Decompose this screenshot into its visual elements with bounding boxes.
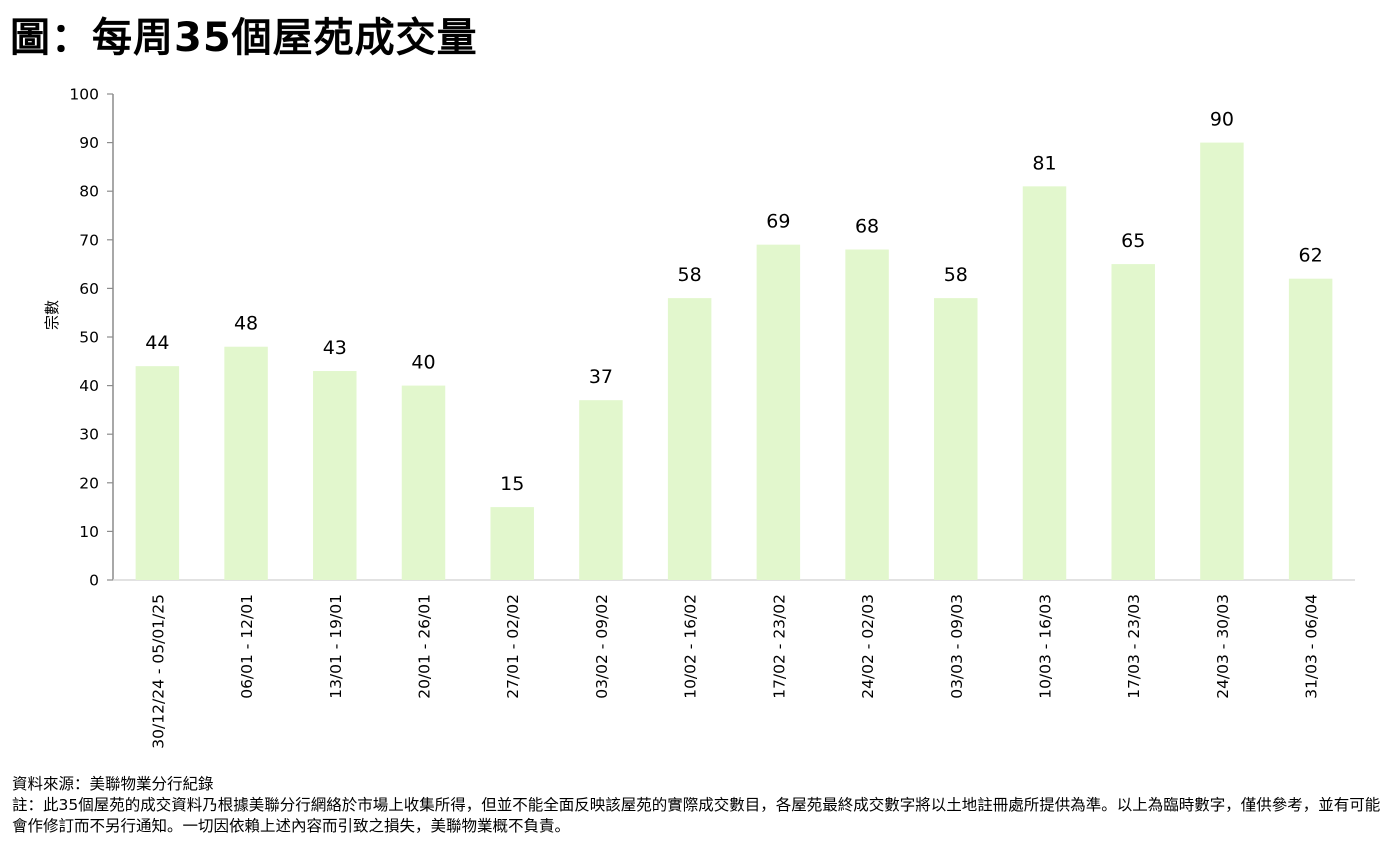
y-tick-label: 50 bbox=[79, 329, 99, 347]
data-label: 58 bbox=[678, 264, 702, 286]
bar bbox=[313, 371, 357, 580]
bar bbox=[1111, 264, 1155, 580]
data-label: 48 bbox=[234, 313, 258, 335]
y-tick-label: 70 bbox=[79, 231, 99, 249]
bar bbox=[845, 249, 889, 580]
x-tick-label: 10/02 - 16/02 bbox=[682, 594, 700, 699]
bar bbox=[490, 507, 534, 580]
y-tick-label: 30 bbox=[79, 426, 99, 444]
footnotes: 資料來源：美聯物業分行紀錄 註：此35個屋苑的成交資料乃根據美聯分行網絡於市場上… bbox=[12, 774, 1382, 837]
x-tick-label: 20/01 - 26/01 bbox=[416, 594, 434, 699]
x-tick-label: 17/02 - 23/02 bbox=[770, 594, 788, 699]
y-tick-label: 10 bbox=[79, 523, 99, 541]
page-title: 圖：每周35個屋苑成交量 bbox=[10, 15, 478, 61]
chart-x-tick-labels: 30/12/24 - 05/01/25 06/01 - 12/01 13/01 - … bbox=[149, 594, 1320, 749]
chart-data-labels: 44 48 43 40 15 37 58 69 68 58 81 65 90 62 bbox=[145, 109, 1322, 496]
x-tick-label: 10/03 - 16/03 bbox=[1037, 594, 1055, 699]
x-tick-label: 17/03 - 23/03 bbox=[1125, 594, 1143, 699]
bar-chart: 44 48 43 40 15 37 58 69 68 58 81 65 90 62 30/12/24 - … bbox=[43, 86, 1355, 749]
bar bbox=[1288, 278, 1333, 580]
x-tick-label: 06/01 - 12/01 bbox=[238, 594, 256, 699]
data-label: 90 bbox=[1210, 109, 1234, 131]
y-tick-label: 20 bbox=[79, 474, 99, 492]
x-tick-label: 27/01 - 02/02 bbox=[504, 594, 522, 699]
bar bbox=[934, 298, 978, 580]
y-tick-label: 40 bbox=[79, 377, 99, 395]
bar bbox=[756, 244, 801, 580]
data-label: 69 bbox=[766, 211, 790, 233]
x-tick-label: 03/03 - 09/03 bbox=[948, 594, 966, 699]
x-tick-label: 31/03 - 06/04 bbox=[1303, 594, 1321, 699]
data-label: 68 bbox=[855, 216, 879, 238]
chart-bars bbox=[135, 142, 1333, 580]
bar bbox=[1022, 186, 1067, 580]
y-axis-label: 宗數 bbox=[43, 300, 61, 330]
bar bbox=[667, 298, 712, 580]
y-tick-label: 90 bbox=[79, 134, 99, 152]
bar bbox=[135, 366, 180, 580]
bar bbox=[1200, 142, 1244, 580]
source-note: 資料來源：美聯物業分行紀錄 bbox=[12, 775, 214, 793]
bar bbox=[579, 400, 623, 580]
data-label: 81 bbox=[1032, 152, 1056, 174]
chart-y-tick-labels: 0 10 20 30 40 50 60 70 80 90 100 bbox=[69, 86, 99, 590]
y-tick-label: 0 bbox=[89, 572, 99, 590]
data-label: 15 bbox=[500, 473, 524, 495]
data-label: 44 bbox=[145, 332, 169, 354]
x-tick-label: 30/12/24 - 05/01/25 bbox=[149, 594, 167, 749]
y-tick-label: 60 bbox=[79, 280, 99, 298]
chart-axes bbox=[107, 93, 1355, 581]
y-tick-label: 80 bbox=[79, 183, 99, 201]
data-label: 37 bbox=[589, 366, 613, 388]
y-tick-label: 100 bbox=[69, 86, 99, 104]
data-label: 43 bbox=[323, 337, 347, 359]
bar bbox=[224, 346, 268, 580]
data-label: 58 bbox=[944, 264, 968, 286]
bar bbox=[401, 385, 446, 580]
data-label: 65 bbox=[1121, 230, 1145, 252]
x-tick-label: 24/03 - 30/03 bbox=[1214, 594, 1232, 699]
data-label: 40 bbox=[411, 352, 435, 374]
data-label: 62 bbox=[1299, 245, 1323, 267]
x-tick-label: 03/02 - 09/02 bbox=[593, 594, 611, 699]
disclaimer-note: 註：此35個屋苑的成交資料乃根據美聯分行網絡於市場上收集所得，但並不能全面反映該… bbox=[12, 796, 1381, 835]
x-tick-label: 13/01 - 19/01 bbox=[327, 594, 345, 699]
x-tick-label: 24/02 - 02/03 bbox=[859, 594, 877, 699]
